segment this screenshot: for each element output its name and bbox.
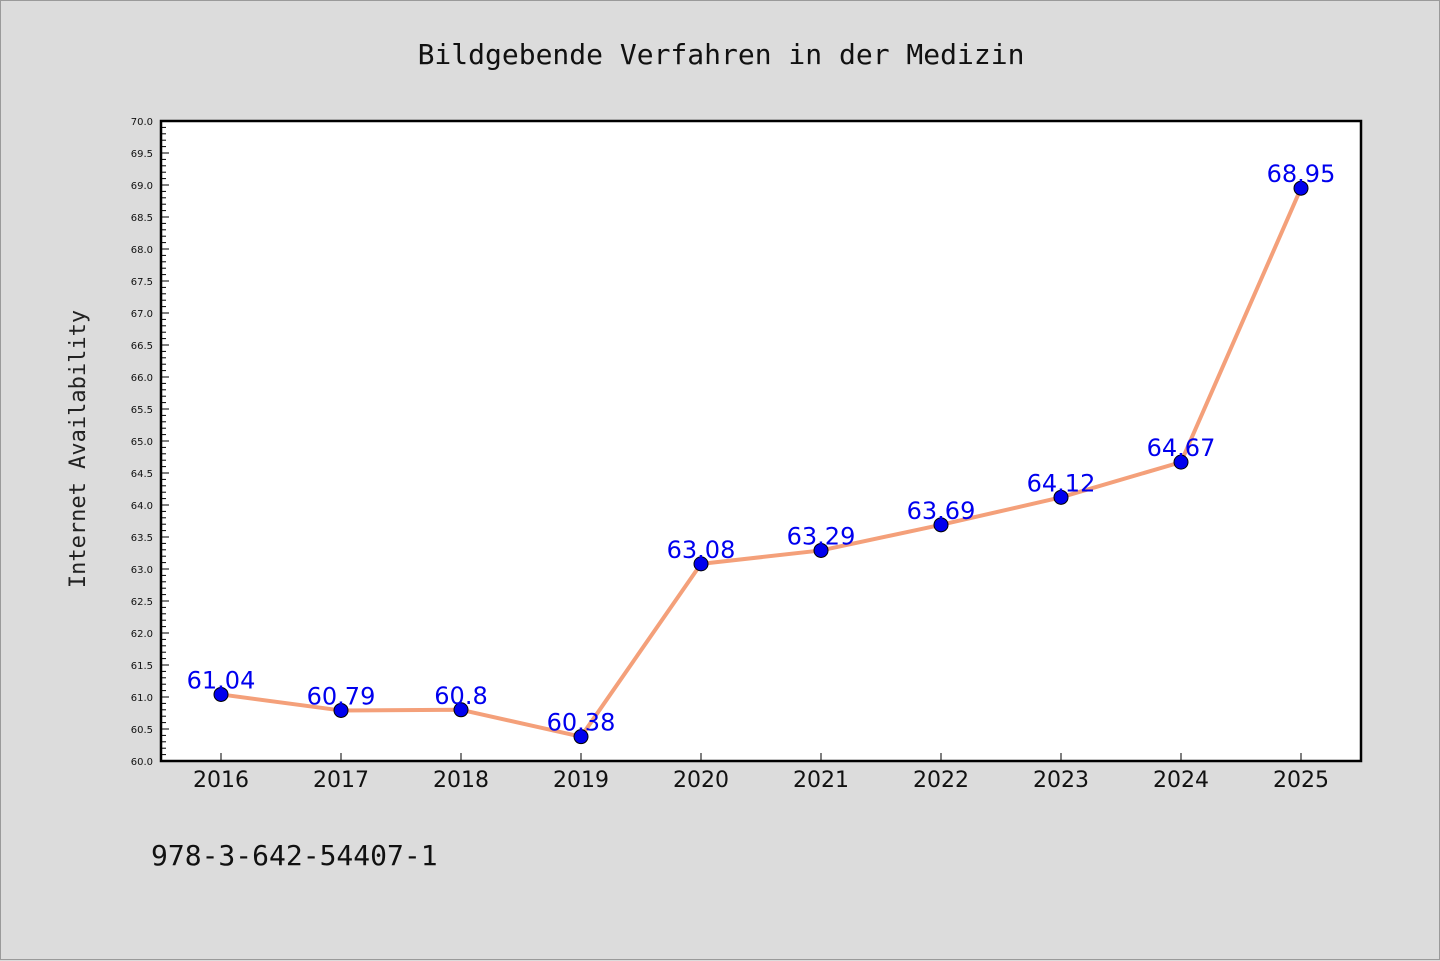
y-tick-label: 67.0 — [131, 309, 153, 320]
y-tick-label: 61.5 — [131, 661, 153, 672]
data-label: 63.08 — [667, 536, 736, 564]
series-layer: 61.04 60.79 60.8 60.38 63.08 63.29 63.69 64.12 6… — [187, 160, 1336, 745]
y-tick-label: 69.0 — [131, 181, 153, 192]
data-point — [333, 702, 349, 718]
x-tick-label: 2023 — [1033, 768, 1089, 793]
series-line — [219, 186, 1303, 739]
x-tick-label: 2024 — [1153, 768, 1209, 793]
x-tick-label: 2025 — [1273, 768, 1329, 793]
data-label: 60.79 — [307, 682, 376, 710]
y-tick-label: 69.5 — [131, 149, 153, 160]
data-point — [453, 702, 469, 718]
y-tick-label: 64.0 — [131, 501, 153, 512]
plot-frame — [159, 119, 1363, 763]
y-tick-label: 70.0 — [131, 117, 153, 128]
data-point — [1173, 454, 1189, 470]
data-point — [213, 686, 229, 702]
y-tick-label: 60.5 — [131, 725, 153, 736]
data-label: 68.95 — [1267, 160, 1336, 188]
data-label: 61.04 — [187, 666, 256, 694]
x-tick-label: 2019 — [553, 768, 609, 793]
x-tick-label: 2022 — [913, 768, 969, 793]
data-point — [1293, 180, 1309, 196]
y-tick-label: 66.5 — [131, 341, 153, 352]
y-tick-label: 63.0 — [131, 565, 153, 576]
data-point — [693, 556, 709, 572]
y-tick-label: 61.0 — [131, 693, 153, 704]
data-point — [573, 729, 589, 745]
chart-title: Bildgebende Verfahren in der Medizin — [418, 38, 1025, 71]
x-tick-label: 2020 — [673, 768, 729, 793]
y-tick-label: 62.5 — [131, 597, 153, 608]
y-tick-label: 66.0 — [131, 373, 153, 384]
data-point — [933, 517, 949, 533]
data-point — [813, 542, 829, 558]
y-tick-label: 68.0 — [131, 245, 153, 256]
data-label: 60.38 — [547, 709, 616, 737]
y-axis-label: Internet Availability — [66, 310, 91, 588]
data-label: 64.12 — [1027, 469, 1096, 497]
data-label: 60.8 — [434, 682, 487, 710]
x-tick-label: 2021 — [793, 768, 849, 793]
y-tick-label: 60.0 — [131, 757, 153, 768]
y-tick-label: 67.5 — [131, 277, 153, 288]
y-tick-label: 68.5 — [131, 213, 153, 224]
x-tick-label: 2016 — [193, 768, 249, 793]
data-point — [1053, 489, 1069, 505]
y-tick-label: 65.0 — [131, 437, 153, 448]
y-tick-label: 65.5 — [131, 405, 153, 416]
footer-isbn: 978-3-642-54407-1 — [151, 839, 438, 872]
y-tick-label: 62.0 — [131, 629, 153, 640]
y-tick-label: 64.5 — [131, 469, 153, 480]
y-tick-label: 63.5 — [131, 533, 153, 544]
x-tick-label: 2017 — [313, 768, 369, 793]
axis-ticks: 60.0 60.5 61.0 61.5 62.0 62.5 63.0 63.5 64.0 64.5… — [131, 117, 1329, 793]
data-label: 63.69 — [907, 497, 976, 525]
x-tick-label: 2018 — [433, 768, 489, 793]
data-label: 64.67 — [1147, 434, 1216, 462]
data-label: 63.29 — [787, 522, 856, 550]
plot-area — [161, 121, 1361, 761]
